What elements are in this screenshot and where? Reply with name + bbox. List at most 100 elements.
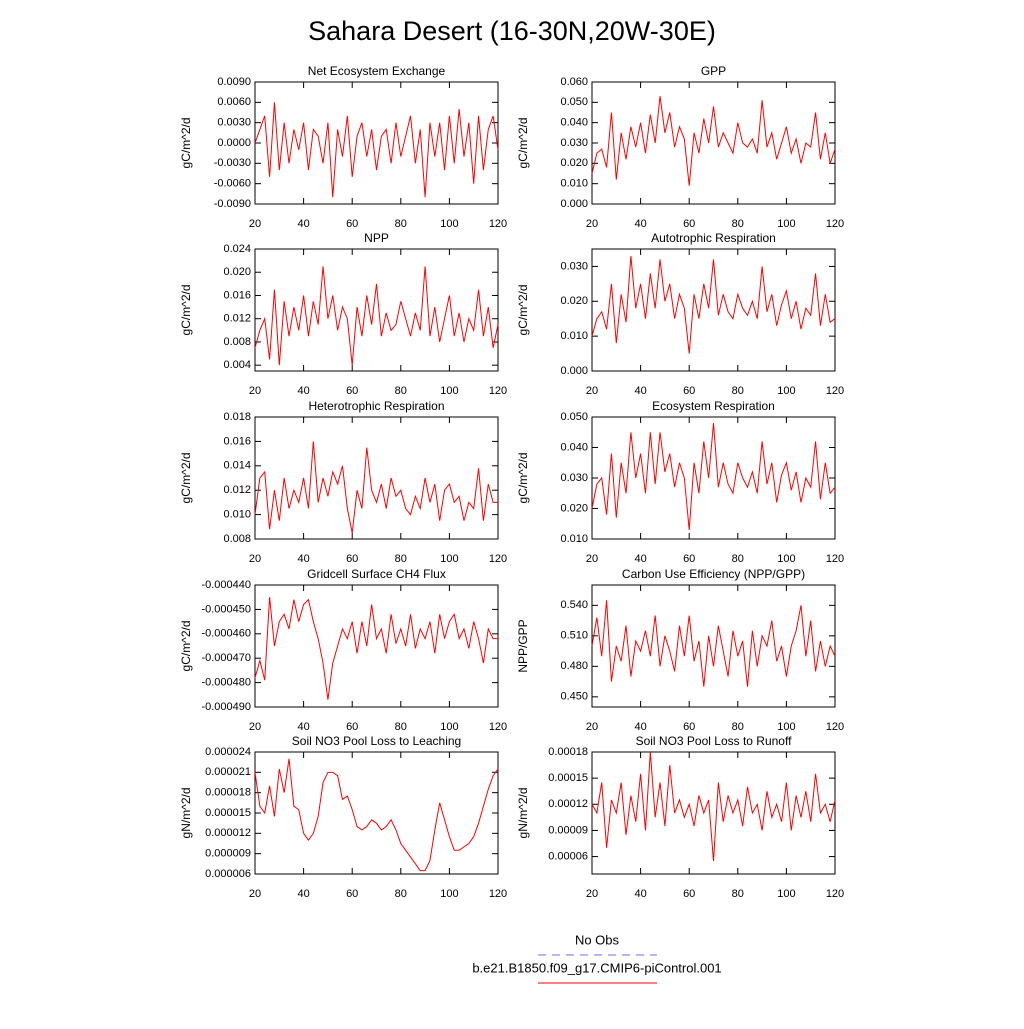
x-tick-label: 20: [586, 218, 598, 230]
y-axis-label: gC/m^2/d: [179, 118, 193, 169]
x-tick-label: 80: [395, 721, 407, 733]
y-axis-label: gC/m^2/d: [179, 285, 193, 336]
x-tick-label: 40: [297, 553, 309, 565]
y-tick-label: 0.0090: [217, 76, 251, 88]
x-tick-label: 80: [395, 553, 407, 565]
x-tick-label: 40: [634, 888, 646, 900]
plot-frame: [591, 751, 836, 875]
x-tick-label: 120: [826, 721, 844, 733]
panel-title: Autotrophic Respiration: [651, 231, 776, 245]
x-tick-label: 100: [777, 721, 795, 733]
x-tick-label: 20: [586, 553, 598, 565]
x-tick-label: 20: [249, 721, 261, 733]
data-line: [254, 597, 498, 700]
panel-title: Gridcell Surface CH4 Flux: [307, 567, 446, 581]
y-tick-label: 0.510: [560, 630, 588, 642]
x-tick-label: 20: [586, 888, 598, 900]
y-tick-label: 0.020: [560, 157, 588, 169]
x-tick-label: 120: [489, 721, 507, 733]
x-tick-label: 100: [777, 553, 795, 565]
y-tick-label: 0.020: [560, 295, 588, 307]
x-tick-label: 120: [826, 888, 844, 900]
y-tick-label: -0.0090: [214, 198, 251, 210]
y-tick-label: 0.0000: [217, 137, 251, 149]
x-tick-label: 80: [395, 888, 407, 900]
x-tick-label: 80: [395, 218, 407, 230]
data-line: [591, 255, 836, 354]
y-tick-label: 0.010: [560, 178, 588, 190]
x-tick-label: 60: [346, 553, 358, 565]
data-line: [254, 441, 498, 533]
y-axis-label: gC/m^2/d: [516, 118, 530, 169]
x-tick-label: 120: [489, 385, 507, 397]
panel-title: Heterotrophic Respiration: [308, 399, 444, 413]
x-tick-label: 100: [440, 721, 458, 733]
x-tick-label: 40: [634, 553, 646, 565]
plot-frame: [254, 751, 499, 875]
y-tick-label: 0.008: [223, 533, 251, 545]
x-tick-label: 60: [683, 888, 695, 900]
y-axis-label: gN/m^2/d: [516, 788, 530, 839]
data-line: [591, 96, 836, 186]
y-tick-label: 0.00018: [548, 746, 588, 758]
x-tick-label: 60: [683, 553, 695, 565]
y-tick-label: 0.014: [223, 460, 251, 472]
y-axis-label: gC/m^2/d: [516, 285, 530, 336]
y-tick-label: 0.060: [560, 76, 588, 88]
y-tick-label: 0.020: [560, 502, 588, 514]
x-tick-label: 100: [440, 553, 458, 565]
y-tick-label: 0.030: [560, 260, 588, 272]
y-tick-label: -0.000460: [201, 628, 251, 640]
y-tick-label: -0.000470: [201, 652, 251, 664]
panel-title: Soil NO3 Pool Loss to Runoff: [636, 734, 793, 748]
y-tick-label: -0.000440: [201, 579, 251, 591]
x-tick-label: 120: [826, 218, 844, 230]
y-tick-label: 0.00012: [548, 798, 588, 810]
y-tick-label: 0.000: [560, 198, 588, 210]
data-line: [591, 423, 836, 530]
x-tick-label: 60: [683, 721, 695, 733]
y-tick-label: 0.030: [560, 472, 588, 484]
y-tick-label: 0.010: [560, 330, 588, 342]
y-axis-label: gC/m^2/d: [516, 453, 530, 504]
legend-label: b.e21.B1850.f09_g17.CMIP6-piControl.001: [472, 960, 721, 975]
y-tick-label: 0.000009: [205, 848, 251, 860]
y-tick-label: 0.00009: [548, 824, 588, 836]
data-line: [254, 758, 499, 872]
y-tick-label: 0.000012: [205, 827, 251, 839]
y-tick-label: 0.0060: [217, 96, 251, 108]
x-tick-label: 40: [297, 888, 309, 900]
x-tick-label: 120: [826, 385, 844, 397]
x-tick-label: 60: [683, 385, 695, 397]
x-tick-label: 80: [732, 721, 744, 733]
x-tick-label: 80: [732, 888, 744, 900]
y-tick-label: -0.000490: [201, 701, 251, 713]
plot-frame: [254, 248, 499, 372]
x-tick-label: 20: [586, 721, 598, 733]
y-tick-label: 0.0030: [217, 117, 251, 129]
y-tick-label: 0.012: [223, 313, 251, 325]
x-tick-label: 100: [777, 385, 795, 397]
x-tick-label: 120: [489, 553, 507, 565]
y-tick-label: 0.020: [223, 266, 251, 278]
y-tick-label: 0.540: [560, 599, 588, 611]
y-tick-label: 0.016: [223, 435, 251, 447]
y-tick-label: 0.480: [560, 660, 588, 672]
plot-frame: [254, 584, 499, 708]
panel-title: Net Ecosystem Exchange: [308, 64, 446, 78]
y-axis-label: NPP/GPP: [516, 619, 530, 672]
plot-frame: [591, 416, 836, 540]
y-tick-label: 0.000018: [205, 787, 251, 799]
y-axis-label: gN/m^2/d: [179, 788, 193, 839]
y-tick-label: 0.018: [223, 411, 251, 423]
panel-title: GPP: [701, 64, 726, 78]
y-tick-label: 0.024: [223, 243, 251, 255]
x-tick-label: 80: [732, 385, 744, 397]
y-tick-label: 0.016: [223, 289, 251, 301]
y-tick-label: 0.000006: [205, 868, 251, 880]
y-tick-label: 0.040: [560, 117, 588, 129]
y-tick-label: 0.000: [560, 365, 588, 377]
plot-frame: [591, 248, 836, 372]
